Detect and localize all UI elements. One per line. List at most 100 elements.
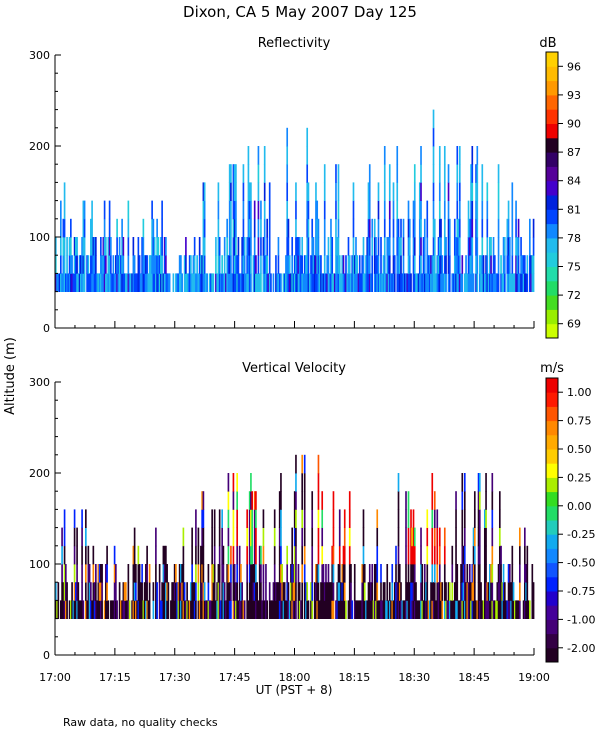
data-cell <box>397 255 400 274</box>
data-cell <box>471 200 474 220</box>
data-cell <box>322 582 325 601</box>
data-cell <box>251 545 254 565</box>
data-cell <box>317 237 320 256</box>
data-cell <box>440 582 442 601</box>
data-cell <box>230 255 232 274</box>
data-cell <box>260 600 262 619</box>
colorbar-tick-label: 69 <box>567 318 581 331</box>
data-cell <box>277 273 280 292</box>
data-cell <box>186 600 188 619</box>
data-cell <box>432 218 435 238</box>
data-cell <box>285 273 287 292</box>
colorbar-segment <box>546 449 558 464</box>
data-cell <box>307 600 310 619</box>
data-cell <box>500 582 502 601</box>
data-cell <box>355 600 357 619</box>
data-cell <box>517 237 520 256</box>
data-cell <box>520 273 522 292</box>
data-cell <box>500 255 502 274</box>
data-cell <box>271 600 274 619</box>
data-cell <box>141 564 143 583</box>
data-cell <box>85 582 87 601</box>
data-cell <box>335 182 337 201</box>
data-cell <box>62 600 65 619</box>
data-cell <box>311 255 314 274</box>
data-cell <box>447 600 450 619</box>
data-cell <box>407 237 410 256</box>
data-cell <box>471 582 474 601</box>
data-cell <box>145 600 147 619</box>
data-cell <box>232 473 235 492</box>
data-cell <box>230 200 232 220</box>
data-cell <box>137 237 140 256</box>
data-cell <box>503 600 506 619</box>
data-cell <box>498 582 501 601</box>
data-cell <box>256 582 259 601</box>
data-cell <box>120 255 122 274</box>
data-cell <box>451 545 454 565</box>
data-cell <box>93 582 96 601</box>
data-cell <box>148 255 151 274</box>
data-cell <box>463 545 466 565</box>
data-cell <box>115 273 117 292</box>
data-cell <box>482 600 485 619</box>
data-cell <box>470 182 472 201</box>
data-cell <box>197 545 200 565</box>
data-cell <box>523 582 526 601</box>
data-cell <box>100 273 102 292</box>
data-cell <box>323 273 326 292</box>
data-cell <box>358 600 361 619</box>
data-cell <box>443 527 446 547</box>
data-cell <box>311 509 314 528</box>
data-cell <box>202 218 205 238</box>
data-cell <box>88 582 91 601</box>
data-cell <box>85 509 87 528</box>
data-cell <box>205 600 207 619</box>
data-cell <box>360 273 362 292</box>
y-tick-label: 100 <box>29 558 50 571</box>
data-cell <box>516 600 519 619</box>
data-cell <box>81 273 83 292</box>
data-cell <box>423 218 426 238</box>
data-cell <box>433 527 436 547</box>
data-cell <box>421 273 424 292</box>
data-cell <box>368 564 371 583</box>
data-cell <box>400 255 402 274</box>
data-cell <box>275 273 277 292</box>
data-cell <box>323 582 326 601</box>
data-cell <box>428 255 431 274</box>
data-cell <box>307 182 310 201</box>
data-cell <box>412 527 415 547</box>
data-cell <box>78 273 81 292</box>
data-cell <box>213 509 216 528</box>
data-cell <box>376 564 379 583</box>
data-cell <box>155 545 157 565</box>
data-cell <box>236 600 238 619</box>
data-cell <box>363 582 366 601</box>
data-cell <box>382 582 385 601</box>
data-cell <box>507 255 510 274</box>
data-cell <box>348 582 351 601</box>
data-cell <box>493 255 496 274</box>
colorbar-segment <box>546 576 558 592</box>
data-cell <box>302 273 305 292</box>
data-cell <box>467 218 470 238</box>
data-cell <box>335 237 337 256</box>
data-cell <box>292 564 295 583</box>
data-cell <box>342 582 345 601</box>
data-cell <box>251 509 254 528</box>
data-cell <box>76 545 78 565</box>
data-cell <box>115 564 117 583</box>
data-cell <box>323 182 326 201</box>
data-cell <box>456 237 459 256</box>
data-cell <box>471 182 474 201</box>
data-cell <box>272 273 275 292</box>
data-cell <box>488 255 491 274</box>
data-cell <box>515 600 517 619</box>
data-cell <box>233 182 236 201</box>
data-cell <box>263 600 266 619</box>
data-cell <box>483 273 486 292</box>
data-cell <box>135 564 137 583</box>
data-cell <box>222 273 225 292</box>
